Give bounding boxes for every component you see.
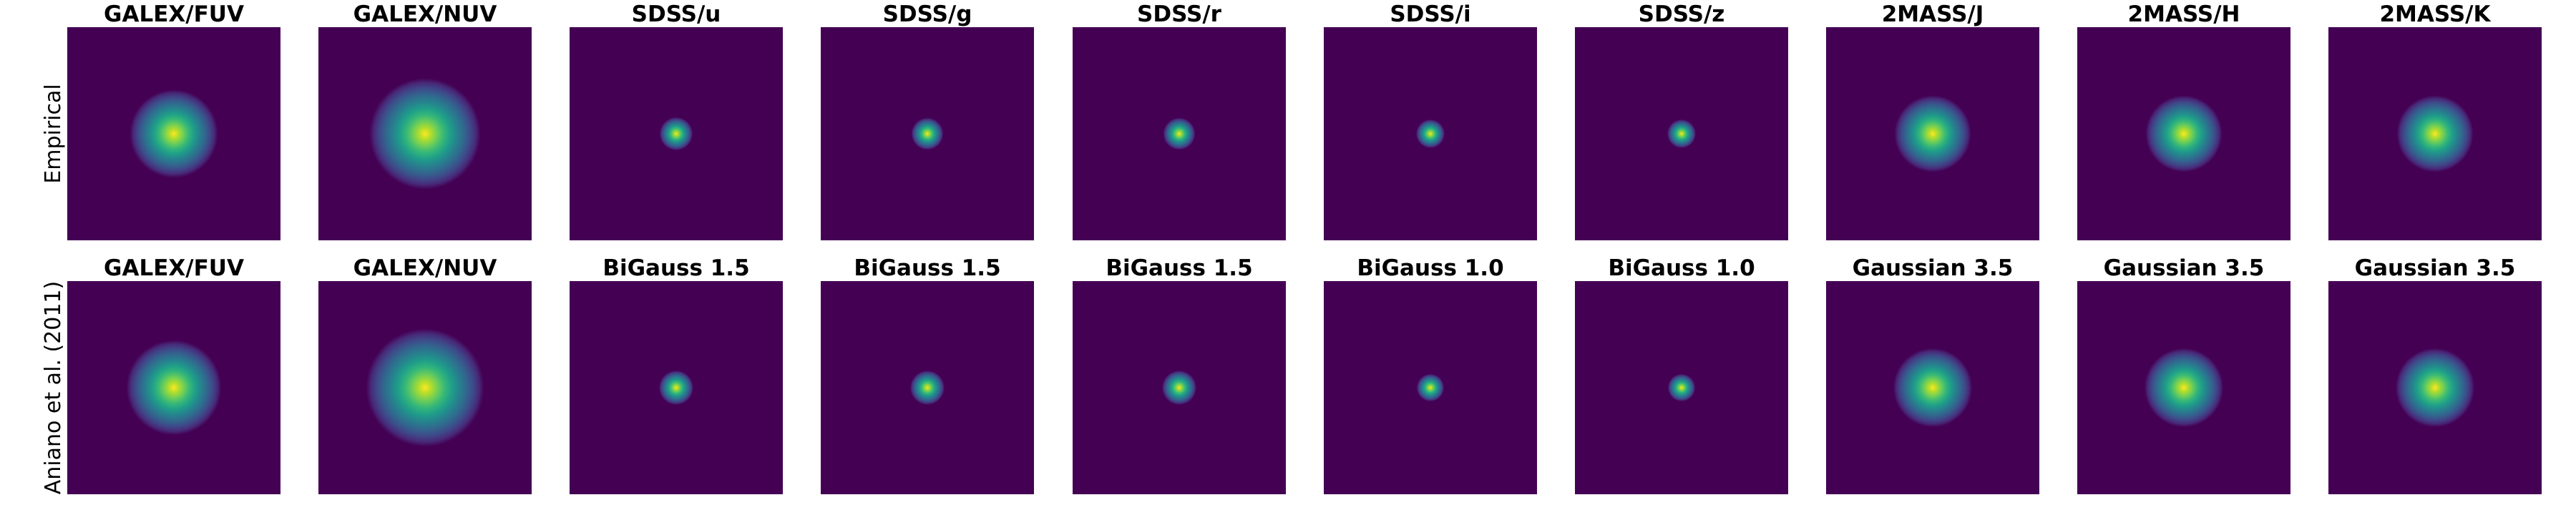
panel-title: BiGauss 1.0 [1357, 255, 1503, 281]
psf-peak [2395, 348, 2475, 428]
panel-title: Gaussian 3.5 [2355, 255, 2516, 281]
psf-panel: BiGauss 1.5 [1073, 255, 1286, 494]
psf-peak [659, 371, 693, 405]
psf-peak [366, 328, 484, 447]
psf-panel: GALEX/NUV [318, 1, 532, 240]
panel-title: SDSS/u [632, 1, 721, 27]
panel-title: SDSS/z [1639, 1, 1725, 27]
psf-peak [1894, 95, 1971, 172]
psf-panel: GALEX/FUV [67, 1, 280, 240]
psf-panel: BiGauss 1.5 [570, 255, 783, 494]
psf-peak [2396, 95, 2474, 172]
psf-peak [2145, 95, 2223, 172]
psf-peak [130, 89, 218, 178]
psf-panel: Gaussian 3.5 [2328, 255, 2542, 494]
panel-title: Gaussian 3.5 [1853, 255, 2014, 281]
panel-title: GALEX/NUV [353, 255, 497, 281]
psf-peak [910, 371, 945, 405]
psf-panel: BiGauss 1.0 [1324, 255, 1537, 494]
panel-title: GALEX/FUV [104, 255, 244, 281]
panels-layer: Empirical GALEX/FUV GALEX/NUV SDSS/u SDSS/g S… [41, 1, 2542, 494]
psf-panel: SDSS/r [1073, 1, 1286, 240]
psf-panel: 2MASS/J [1826, 1, 2039, 240]
psf-peak [126, 340, 222, 436]
psf-peak [1416, 119, 1445, 148]
panel-title: GALEX/NUV [353, 1, 497, 27]
psf-panel: 2MASS/K [2328, 1, 2542, 240]
psf-panel: 2MASS/H [2077, 1, 2290, 240]
panel-title: BiGauss 1.5 [1106, 255, 1252, 281]
psf-peak [369, 78, 481, 190]
psf-peak [1893, 348, 1973, 428]
psf-panel: SDSS/u [570, 1, 783, 240]
psf-panel: BiGauss 1.5 [821, 255, 1034, 494]
panel-title: 2MASS/K [2379, 1, 2491, 27]
psf-peak [2144, 348, 2224, 428]
psf-panel: SDSS/i [1324, 1, 1537, 240]
psf-peak [1416, 373, 1445, 402]
psf-panel: Gaussian 3.5 [2077, 255, 2290, 494]
psf-panel: GALEX/FUV [67, 255, 280, 494]
panel-title: GALEX/FUV [104, 1, 244, 27]
psf-peak [659, 117, 693, 151]
panel-title: SDSS/r [1137, 1, 1222, 27]
panel-title: SDSS/i [1390, 1, 1470, 27]
panel-title: BiGauss 1.5 [854, 255, 1000, 281]
psf-peak [1163, 117, 1196, 150]
psf-panel: GALEX/NUV [318, 255, 532, 494]
panel-title: 2MASS/J [1882, 1, 1984, 27]
psf-peak [911, 117, 944, 150]
row-label: Aniano et al. (2011) [41, 281, 66, 494]
row-label: Empirical [41, 84, 66, 183]
panel-title: BiGauss 1.5 [602, 255, 749, 281]
psf-panel: Gaussian 3.5 [1826, 255, 2039, 494]
psf-panel: SDSS/z [1575, 1, 1788, 240]
panel-title: 2MASS/H [2128, 1, 2240, 27]
psf-peak [1162, 371, 1196, 405]
panel-title: SDSS/g [883, 1, 972, 27]
psf-peak [1667, 119, 1696, 148]
panel-title: BiGauss 1.0 [1608, 255, 1755, 281]
panel-title: Gaussian 3.5 [2104, 255, 2265, 281]
psf-panel: BiGauss 1.0 [1575, 255, 1788, 494]
psf-panel: SDSS/g [821, 1, 1034, 240]
psf-peak [1667, 373, 1696, 402]
